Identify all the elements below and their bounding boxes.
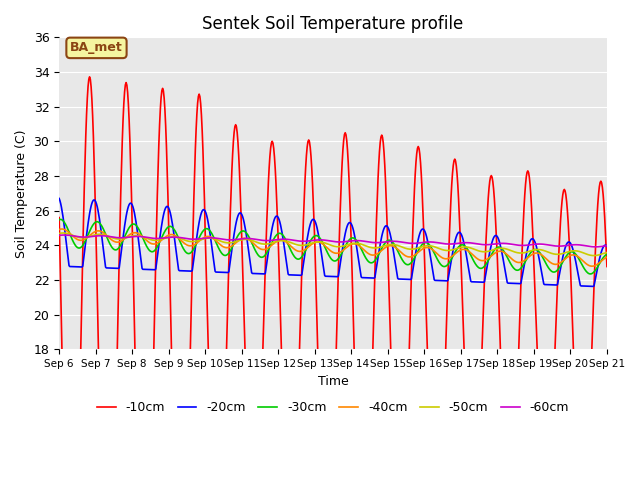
-10cm bbox=[200, 197, 208, 203]
-40cm bbox=[433, 250, 440, 256]
-30cm bbox=[603, 252, 611, 257]
-60cm bbox=[176, 235, 184, 240]
Y-axis label: Soil Temperature (C): Soil Temperature (C) bbox=[15, 129, 28, 258]
Title: Sentek Soil Temperature profile: Sentek Soil Temperature profile bbox=[202, 15, 463, 33]
-60cm bbox=[325, 238, 333, 244]
-10cm bbox=[177, 429, 185, 435]
-50cm bbox=[379, 243, 387, 249]
-20cm bbox=[378, 234, 385, 240]
-50cm bbox=[603, 250, 611, 255]
-40cm bbox=[55, 227, 63, 232]
-10cm bbox=[554, 264, 562, 269]
-40cm bbox=[603, 254, 611, 260]
-20cm bbox=[589, 284, 597, 289]
-40cm bbox=[379, 247, 387, 252]
-10cm bbox=[603, 264, 611, 269]
-60cm bbox=[433, 240, 440, 245]
-20cm bbox=[603, 243, 611, 249]
Legend: -10cm, -20cm, -30cm, -40cm, -50cm, -60cm: -10cm, -20cm, -30cm, -40cm, -50cm, -60cm bbox=[92, 396, 574, 419]
-50cm bbox=[590, 252, 598, 258]
-60cm bbox=[379, 240, 387, 245]
-50cm bbox=[433, 245, 440, 251]
-60cm bbox=[592, 244, 600, 250]
-40cm bbox=[58, 226, 66, 232]
-30cm bbox=[57, 216, 65, 222]
-40cm bbox=[325, 247, 333, 252]
-60cm bbox=[603, 243, 611, 249]
-40cm bbox=[176, 237, 184, 242]
Line: -40cm: -40cm bbox=[59, 229, 607, 266]
Text: BA_met: BA_met bbox=[70, 41, 123, 54]
-50cm bbox=[200, 236, 207, 242]
-30cm bbox=[379, 244, 387, 250]
-30cm bbox=[554, 267, 561, 273]
-50cm bbox=[59, 230, 67, 236]
-10cm bbox=[326, 409, 334, 415]
-30cm bbox=[200, 228, 207, 233]
-40cm bbox=[200, 235, 207, 240]
-30cm bbox=[55, 217, 63, 223]
-60cm bbox=[554, 243, 561, 249]
-20cm bbox=[175, 268, 183, 274]
-10cm bbox=[60, 433, 68, 439]
-60cm bbox=[55, 232, 63, 238]
-30cm bbox=[586, 271, 594, 277]
-20cm bbox=[324, 274, 332, 279]
-10cm bbox=[55, 215, 63, 220]
-50cm bbox=[55, 230, 63, 236]
-40cm bbox=[588, 264, 596, 269]
X-axis label: Time: Time bbox=[317, 374, 348, 387]
Line: -30cm: -30cm bbox=[59, 219, 607, 274]
Line: -50cm: -50cm bbox=[59, 233, 607, 255]
-50cm bbox=[554, 252, 561, 257]
-50cm bbox=[325, 242, 333, 248]
Line: -10cm: -10cm bbox=[59, 77, 607, 436]
-30cm bbox=[176, 239, 184, 245]
Line: -20cm: -20cm bbox=[59, 198, 607, 287]
-20cm bbox=[553, 282, 561, 288]
-20cm bbox=[432, 277, 440, 283]
-30cm bbox=[325, 253, 333, 259]
-60cm bbox=[200, 235, 207, 241]
-20cm bbox=[55, 195, 63, 201]
-10cm bbox=[86, 74, 93, 80]
-50cm bbox=[176, 236, 184, 241]
Line: -60cm: -60cm bbox=[59, 235, 607, 247]
-40cm bbox=[554, 261, 561, 267]
-10cm bbox=[433, 396, 441, 402]
-10cm bbox=[380, 140, 387, 146]
-30cm bbox=[433, 255, 440, 261]
-20cm bbox=[199, 207, 207, 213]
-60cm bbox=[61, 232, 68, 238]
